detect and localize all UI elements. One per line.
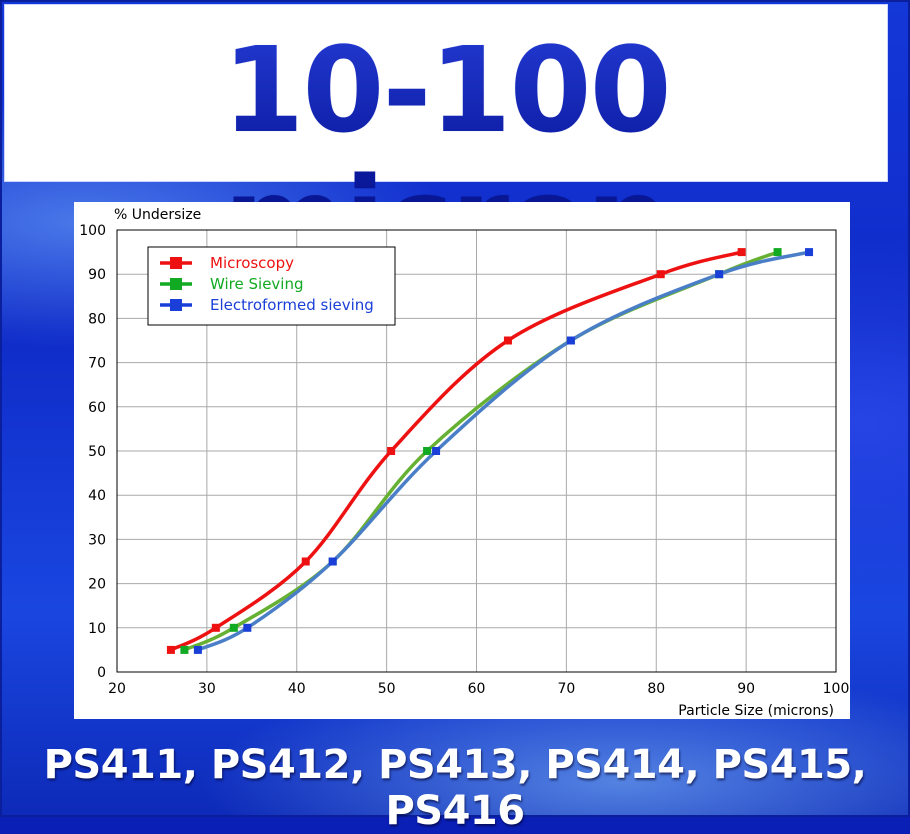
x-tick-label: 30	[198, 681, 216, 697]
data-point	[656, 270, 665, 279]
data-point	[503, 336, 512, 345]
data-point	[423, 447, 432, 455]
data-point	[805, 248, 814, 257]
y-tick-label: 90	[88, 267, 106, 283]
model-list: PS411, PS412, PS413, PS414, PS415, PS416	[43, 742, 867, 834]
x-tick-label: 100	[823, 681, 850, 697]
data-point	[166, 645, 175, 654]
legend-marker	[170, 299, 182, 311]
data-point	[566, 336, 575, 345]
x-tick-label: 20	[108, 681, 126, 697]
data-point	[193, 645, 202, 654]
legend-marker	[170, 278, 182, 290]
legend-label: Wire Sieving	[210, 275, 304, 293]
plot-area	[116, 229, 837, 673]
data-point	[328, 557, 337, 566]
title-panel: 10-100 micron	[4, 4, 888, 285]
y-tick-label: 60	[88, 400, 106, 416]
x-tick-label: 50	[378, 681, 396, 697]
data-point	[229, 623, 238, 632]
y-tick-label: 50	[88, 444, 106, 460]
series-electroformed-sieving	[193, 248, 814, 654]
x-tick-label: 40	[288, 681, 306, 697]
y-tick-label: 70	[88, 356, 106, 372]
x-axis-label: Particle Size (microns)	[678, 703, 834, 719]
y-tick-label: 10	[88, 621, 106, 637]
y-tick-label: 20	[88, 577, 106, 593]
legend-label: Electroformed sieving	[210, 296, 374, 314]
chart-legend: Microscopy Wire Sieving Electroformed siev…	[147, 246, 396, 326]
y-axis-label: % Undersize	[114, 207, 201, 223]
x-tick-label: 90	[737, 681, 755, 697]
y-tick-label: 100	[79, 223, 106, 239]
tick-labels: 20 30 40 50 60 70 80 90 100 0 10 20 30 40 50 60 70 80 90 10…	[79, 223, 849, 697]
legend-box	[147, 246, 396, 326]
data-point	[715, 270, 724, 279]
x-tick-label: 60	[468, 681, 486, 697]
chart-panel: 20 30 40 50 60 70 80 90 100 0 10 20 30 40 50 60 70 80 90 10…	[74, 202, 850, 719]
series-microscopy	[166, 248, 746, 654]
y-tick-label: 30	[88, 532, 106, 548]
data-point	[211, 623, 220, 632]
series-line	[197, 250, 810, 652]
data-point	[180, 645, 189, 654]
x-tick-label: 70	[557, 681, 575, 697]
data-point	[773, 248, 782, 257]
data-point	[243, 623, 252, 632]
x-tick-label: 80	[647, 681, 665, 697]
data-point	[387, 447, 396, 455]
data-point	[737, 248, 746, 257]
legend-label: Microscopy	[210, 254, 294, 272]
data-point	[301, 557, 310, 566]
data-series	[166, 248, 814, 654]
legend-marker	[170, 257, 182, 269]
data-point	[432, 447, 441, 455]
y-tick-label: 80	[88, 311, 106, 327]
y-tick-label: 0	[97, 665, 106, 681]
y-tick-label: 40	[88, 488, 106, 504]
particle-size-chart: 20 30 40 50 60 70 80 90 100 0 10 20 30 40 50 60 70 80 90 10…	[79, 207, 849, 719]
